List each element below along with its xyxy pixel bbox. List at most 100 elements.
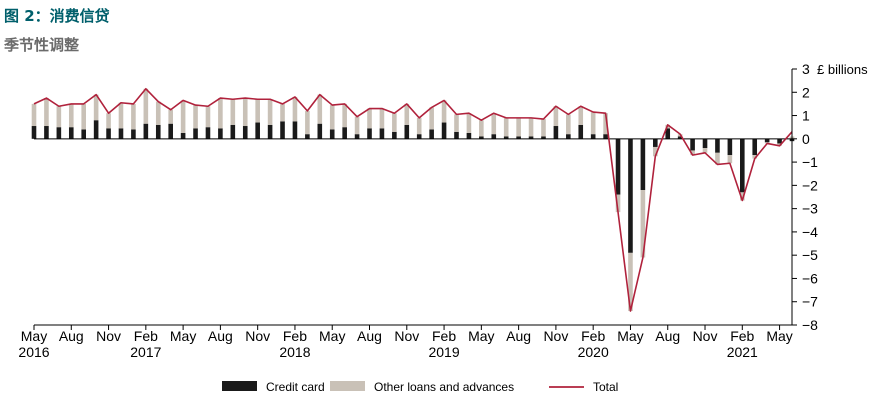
credit-card-bar	[404, 124, 410, 139]
y-tick-label: −1	[802, 154, 818, 170]
credit-card-bar	[106, 128, 111, 139]
legend-label: Total	[593, 380, 618, 394]
line-layer	[33, 87, 793, 312]
other-loans-bar	[329, 105, 335, 130]
other-loans-bar	[715, 152, 720, 165]
y-tick-label: −6	[802, 270, 818, 286]
x-tick-label: May	[766, 328, 792, 344]
y-axis-label: £ billions	[817, 62, 868, 77]
other-loans-bar	[230, 99, 236, 125]
credit-card-bar	[764, 138, 770, 143]
x-tick-label: Nov	[394, 328, 419, 344]
other-loans-bar	[305, 110, 310, 135]
other-loans-bar	[578, 106, 584, 125]
credit-card-bar	[615, 138, 621, 195]
other-loans-bar	[218, 98, 223, 129]
credit-card-bar	[677, 136, 683, 139]
credit-card-bar	[690, 138, 695, 151]
other-loans-bar	[392, 113, 397, 132]
x-tick-label: Nov	[245, 328, 270, 344]
other-loans-bar	[479, 120, 484, 137]
other-loans-bar	[155, 101, 161, 125]
x-tick-label: Aug	[357, 328, 382, 344]
y-tick-label: −7	[802, 294, 818, 310]
x-tick-label: Aug	[655, 328, 680, 344]
credit-card-bar	[242, 126, 248, 139]
other-loans-bar	[118, 102, 124, 129]
other-loans-bar	[255, 99, 260, 123]
credit-card-bar	[329, 129, 335, 139]
y-tick-label: 0	[802, 131, 810, 147]
credit-card-bar	[81, 129, 86, 139]
credit-card-bar	[429, 129, 434, 139]
x-tick-year-label: 2018	[279, 344, 310, 360]
legend-swatch	[330, 381, 365, 391]
credit-card-bar	[528, 136, 534, 139]
x-tick-label: May	[319, 328, 345, 344]
y-tick-label: −2	[802, 177, 818, 193]
credit-card-bar	[590, 134, 596, 139]
x-tick-year-label: 2021	[727, 344, 758, 360]
credit-card-bar	[603, 134, 608, 139]
other-loans-bar	[354, 116, 360, 135]
credit-card-bar	[640, 138, 646, 191]
other-loans-bar	[242, 98, 248, 127]
other-loans-bar	[702, 148, 708, 153]
x-tick-label: May	[170, 328, 196, 344]
other-loans-bar	[367, 108, 372, 129]
other-loans-bar	[516, 117, 521, 137]
bars-layer	[31, 88, 795, 312]
credit-card-bar	[740, 138, 745, 193]
x-tick-label: Feb	[432, 328, 456, 344]
other-loans-bar	[267, 99, 273, 125]
credit-card-bar	[553, 126, 559, 139]
credit-card-bar	[155, 124, 161, 139]
credit-card-bar	[168, 123, 173, 139]
x-tick-year-label: 2017	[130, 344, 161, 360]
legend-label: Other loans and advances	[374, 380, 514, 394]
other-loans-bar	[416, 117, 422, 135]
other-loans-bar	[404, 103, 410, 125]
other-loans-bar	[503, 117, 509, 137]
other-loans-bar	[143, 88, 149, 124]
x-tick-label: Nov	[693, 328, 718, 344]
other-loans-bar	[441, 100, 447, 123]
other-loans-bar	[690, 150, 695, 156]
other-loans-bar	[193, 105, 198, 129]
credit-card-bar	[777, 138, 782, 144]
other-loans-bar	[752, 155, 758, 159]
credit-card-bar	[56, 127, 62, 139]
other-loans-bar	[466, 113, 472, 133]
other-loans-bar	[541, 119, 546, 137]
other-loans-bar	[603, 113, 608, 135]
other-loans-bar	[615, 194, 621, 213]
credit-card-bar	[280, 121, 285, 139]
credit-card-bar	[143, 123, 149, 139]
credit-card-bar	[193, 128, 198, 139]
legend: Credit card Other loans and advances Total	[222, 380, 618, 394]
other-loans-bar	[106, 113, 111, 129]
other-loans-bar	[31, 103, 37, 127]
chart-title: 图 2：消费信贷	[4, 7, 110, 25]
other-loans-bar	[292, 96, 298, 122]
y-tick-label: −4	[802, 224, 818, 240]
x-tick-label: Aug	[208, 328, 233, 344]
credit-card-bar	[354, 134, 360, 139]
other-loans-bar	[168, 109, 173, 124]
x-tick-year-label: 2016	[18, 344, 49, 360]
other-loans-bar	[740, 192, 745, 201]
x-tick-label: May	[21, 328, 47, 344]
x-tick-label: May	[468, 328, 494, 344]
credit-card-bar	[491, 134, 497, 139]
y-tick-label: −5	[802, 247, 818, 263]
x-tick-label: May	[617, 328, 643, 344]
x-tick-label: Feb	[581, 328, 605, 344]
y-tick-label: −8	[802, 317, 818, 333]
other-loans-bar	[379, 108, 385, 129]
credit-card-bar	[267, 124, 273, 139]
x-tick-label: Feb	[134, 328, 158, 344]
other-loans-bar	[131, 103, 136, 130]
total-series-line	[33, 87, 793, 312]
credit-card-bar	[367, 128, 372, 139]
